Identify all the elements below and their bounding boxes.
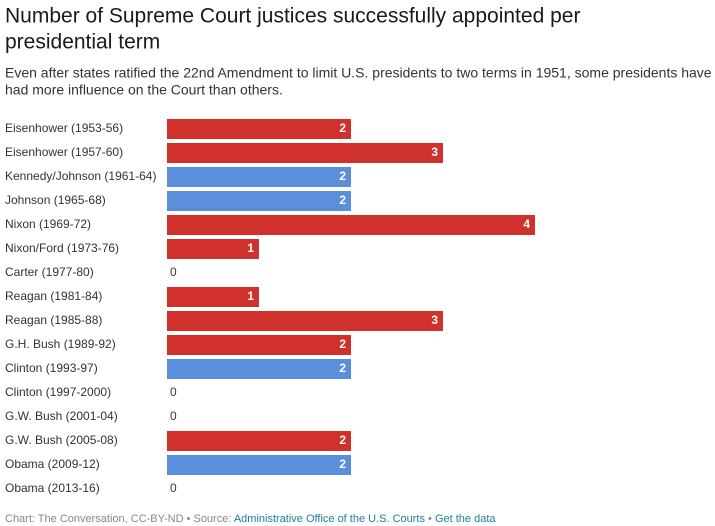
value-label: 0: [170, 481, 177, 495]
category-label: Kennedy/Johnson (1961-64): [5, 169, 156, 183]
category-label: G.W. Bush (2001-04): [5, 409, 118, 423]
value-label: 4: [523, 217, 530, 231]
value-label: 2: [339, 457, 346, 471]
value-label: 1: [247, 241, 254, 255]
category-label: Obama (2013-16): [5, 481, 100, 495]
bar: [167, 455, 351, 475]
category-label: Clinton (1993-97): [5, 361, 98, 375]
value-label: 3: [431, 313, 438, 327]
chart-title: presidential term: [5, 31, 160, 54]
value-label: 2: [339, 169, 346, 183]
bar: [167, 191, 351, 211]
chart-title: Number of Supreme Court justices success…: [5, 5, 580, 28]
value-label: 2: [339, 361, 346, 375]
value-label: 2: [339, 337, 346, 351]
bar: [167, 143, 443, 163]
bar: [167, 239, 259, 259]
bar: [167, 215, 535, 235]
category-label: Eisenhower (1953-56): [5, 121, 123, 135]
footer: Chart: The Conversation, CC-BY-ND • Sour…: [5, 513, 496, 525]
bar: [167, 431, 351, 451]
category-label: Eisenhower (1957-60): [5, 145, 123, 159]
value-label: 2: [339, 121, 346, 135]
source-link[interactable]: Administrative Office of the U.S. Courts: [234, 513, 426, 525]
value-label: 1: [247, 289, 254, 303]
category-label: Carter (1977-80): [5, 265, 94, 279]
bar: [167, 335, 351, 355]
value-label: 0: [170, 385, 177, 399]
value-label: 2: [339, 193, 346, 207]
value-label: 2: [339, 433, 346, 447]
value-label: 0: [170, 265, 177, 279]
category-label: Reagan (1985-88): [5, 313, 102, 327]
category-label: Nixon (1969-72): [5, 217, 91, 231]
bar: [167, 359, 351, 379]
get-data-link[interactable]: Get the data: [435, 513, 496, 525]
category-label: Johnson (1965-68): [5, 193, 106, 207]
value-label: 3: [431, 145, 438, 159]
chart-subtitle: had more influence on the Court than oth…: [5, 82, 283, 98]
category-label: Obama (2009-12): [5, 457, 100, 471]
category-label: G.H. Bush (1989-92): [5, 337, 116, 351]
category-label: G.W. Bush (2005-08): [5, 433, 118, 447]
bar: [167, 311, 443, 331]
bar: [167, 167, 351, 187]
category-label: Reagan (1981-84): [5, 289, 102, 303]
bar: [167, 287, 259, 307]
chart-subtitle: Even after states ratified the 22nd Amen…: [5, 65, 712, 81]
separator: •: [425, 513, 435, 525]
bar: [167, 119, 351, 139]
category-label: Clinton (1997-2000): [5, 385, 111, 399]
value-label: 0: [170, 409, 177, 423]
credit: Chart: The Conversation, CC-BY-ND • Sour…: [5, 513, 234, 525]
category-label: Nixon/Ford (1973-76): [5, 241, 119, 255]
